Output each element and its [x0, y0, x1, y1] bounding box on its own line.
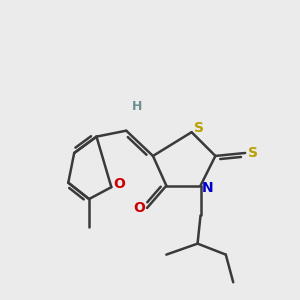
Text: O: O — [113, 177, 125, 190]
Text: S: S — [194, 121, 204, 135]
Text: S: S — [248, 146, 257, 160]
Text: N: N — [201, 181, 213, 195]
Text: O: O — [134, 201, 146, 215]
Text: H: H — [131, 100, 142, 113]
